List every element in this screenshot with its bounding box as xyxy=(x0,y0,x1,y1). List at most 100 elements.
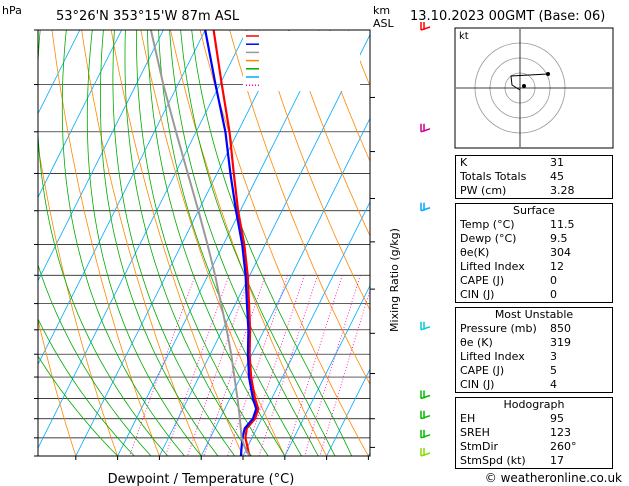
index-value: 319 xyxy=(550,336,571,349)
isotherm-line xyxy=(326,368,370,456)
mixing-ratio-line xyxy=(304,275,361,456)
dry-adiabat-line xyxy=(38,142,118,456)
index-value: 31 xyxy=(550,156,564,169)
mixing-ratio-line xyxy=(203,275,266,456)
index-label: SREH xyxy=(460,426,490,439)
index-label: StmSpd (kt) xyxy=(460,454,526,467)
index-label: Totals Totals xyxy=(460,170,527,183)
index-label: CAPE (J) xyxy=(460,274,505,287)
wet-adiabat-line xyxy=(147,30,286,456)
mixing-ratio-line xyxy=(284,275,343,456)
index-label: Dewp (°C) xyxy=(460,232,517,245)
dry-adiabat-line xyxy=(288,30,370,237)
index-row: StmSpd (kt) 17 xyxy=(456,454,612,468)
hodograph-unit: kt xyxy=(459,31,469,42)
valid-time: 13.10.2023 00GMT (Base: 06) xyxy=(410,9,605,24)
dry-adiabat-line xyxy=(258,30,370,311)
index-row: EH 95 xyxy=(456,412,612,426)
storm-motion-marker xyxy=(522,84,526,88)
wet-adiabat-line xyxy=(61,30,185,456)
index-value: 17 xyxy=(550,454,564,467)
index-value: 11.5 xyxy=(550,218,575,231)
legend xyxy=(243,31,360,91)
index-label: θe(K) xyxy=(460,246,490,259)
mixing-ratio-line xyxy=(164,275,230,456)
dry-adiabat-line xyxy=(38,318,77,456)
surface-box: Surface Temp (°C) 11.5 Dewp (°C) 9.5 θe(K) 30… xyxy=(455,203,613,303)
index-label: PW (cm) xyxy=(460,184,507,197)
diagram-grid xyxy=(38,30,370,456)
index-row: Pressure (mb) 850 xyxy=(456,322,612,336)
dry-adiabat-line xyxy=(110,30,244,456)
index-row: Dewp (°C) 9.5 xyxy=(456,232,612,246)
index-value: 45 xyxy=(550,170,564,183)
index-label: CIN (J) xyxy=(460,288,495,301)
wet-adiabat-line xyxy=(100,30,219,456)
index-label: θe (K) xyxy=(460,336,493,349)
isotherm-line xyxy=(38,30,122,199)
wet-adiabat-line xyxy=(38,355,118,456)
wind-barb xyxy=(420,429,431,439)
index-value: 3 xyxy=(550,350,557,363)
series-line-1 xyxy=(204,30,258,456)
wet-adiabat-line xyxy=(38,30,169,456)
wet-adiabat-line xyxy=(180,30,336,456)
wet-adiabat-line xyxy=(124,30,252,456)
index-row: CAPE (J) 5 xyxy=(456,364,612,378)
dry-adiabat-line xyxy=(199,30,369,456)
dry-adiabat-line xyxy=(229,30,370,386)
index-value: 304 xyxy=(550,246,571,259)
wet-adiabat-line xyxy=(38,317,135,456)
index-label: StmDir xyxy=(460,440,499,453)
mixing-ratio-line xyxy=(129,275,196,456)
index-row: θe(K) 304 xyxy=(456,246,612,260)
index-value: 0 xyxy=(550,288,557,301)
wet-adiabat-line xyxy=(191,30,353,456)
wind-barbs xyxy=(420,22,431,457)
hodograph-box-title: Hodograph xyxy=(503,398,565,411)
index-row: Lifted Index 3 xyxy=(456,350,612,364)
mixing-ratio-line xyxy=(244,275,305,456)
index-row: K 31 xyxy=(456,156,612,170)
wind-barb xyxy=(420,390,431,400)
index-row: PW (cm) 3.28 xyxy=(456,184,612,198)
index-value: 12 xyxy=(550,260,564,273)
wind-barb xyxy=(420,410,431,420)
profile-lines xyxy=(149,30,260,456)
index-value: 0 xyxy=(550,274,557,287)
isotherm-line xyxy=(159,33,370,456)
hpa-unit-label: hPa xyxy=(2,4,22,17)
wind-barb xyxy=(420,321,431,331)
index-value: 9.5 xyxy=(550,232,568,245)
mixing-ratio-axis-title: Mixing Ratio (g/kg) xyxy=(388,228,401,332)
index-row: SREH 123 xyxy=(456,426,612,440)
isotherm-line xyxy=(284,284,370,456)
mixing-ratio-line xyxy=(258,275,318,456)
index-value: 95 xyxy=(550,412,564,425)
plot-frame xyxy=(37,29,371,457)
index-row: Totals Totals 45 xyxy=(456,170,612,184)
index-label: Lifted Index xyxy=(460,350,525,363)
index-value: 260° xyxy=(550,440,577,453)
index-row: CIN (J) 0 xyxy=(456,288,612,302)
wind-barb xyxy=(420,22,431,31)
wind-barb xyxy=(420,448,431,457)
wet-adiabat-line xyxy=(158,30,302,456)
index-value: 4 xyxy=(550,378,557,391)
index-label: CIN (J) xyxy=(460,378,495,391)
index-row: CAPE (J) 0 xyxy=(456,274,612,288)
wet-adiabat-line xyxy=(136,30,269,456)
index-row: CIN (J) 4 xyxy=(456,378,612,392)
index-row: StmDir 260° xyxy=(456,440,612,454)
dry-adiabat-line xyxy=(81,30,202,456)
index-label: EH xyxy=(460,412,476,425)
dry-adiabat-line xyxy=(51,30,160,456)
km-unit-label: km xyxy=(373,4,390,17)
indices-box: K 31 Totals Totals 45 PW (cm) 3.28 xyxy=(455,155,613,199)
copyright: © weatheronline.co.uk xyxy=(485,471,622,485)
most-unstable-title: Most Unstable xyxy=(494,308,574,321)
dry-adiabat-line xyxy=(318,30,370,163)
hodograph-box: Hodograph EH 95 SREH 123 StmDir 260° StmSpd (k… xyxy=(455,397,613,469)
index-row: Lifted Index 12 xyxy=(456,260,612,274)
legend-background xyxy=(243,31,360,91)
